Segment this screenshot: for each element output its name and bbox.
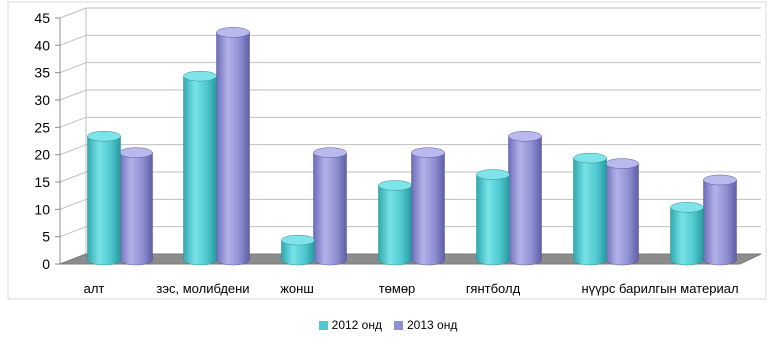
y-tick-label: 45 xyxy=(34,10,50,26)
bar-2012-cat5 xyxy=(573,157,607,266)
legend-item-2012: 2012 онд xyxy=(318,318,382,332)
y-tick-label: 15 xyxy=(34,174,50,190)
bar-2013-cat4 xyxy=(508,136,542,266)
x-tick-label: төмөр xyxy=(379,281,416,296)
legend-swatch-2013 xyxy=(394,320,403,330)
x-tick-label: зэс, молибдени xyxy=(156,281,249,296)
y-axis: 0 5 10 15 20 25 30 35 40 45 xyxy=(34,10,61,272)
bar-top-2012-cat0 xyxy=(87,131,121,142)
bar-top-2012-cat2 xyxy=(281,234,315,246)
bar-top-2012-cat5 xyxy=(573,152,607,164)
y-tick-label: 0 xyxy=(42,256,50,272)
bar-2013-cat1 xyxy=(216,32,250,266)
chart-frame xyxy=(7,1,767,300)
bar-2013-cat5 xyxy=(605,163,639,266)
bar-2012-cat0 xyxy=(87,136,121,266)
gridline-diagonal xyxy=(59,226,87,238)
bar-2013-cat3 xyxy=(411,152,445,266)
bar-top-2012-cat4 xyxy=(476,169,510,180)
y-tick-label: 10 xyxy=(34,201,50,217)
gridline-diagonal xyxy=(59,89,87,101)
gridline-diagonal xyxy=(59,34,87,46)
legend: 2012 онд 2013 онд xyxy=(0,318,776,332)
bar-top-2013-cat5 xyxy=(605,158,639,169)
bar-2013-cat6 xyxy=(703,179,737,266)
y-tick-label: 25 xyxy=(34,119,50,135)
bar-top-2013-cat4 xyxy=(508,131,542,142)
x-tick-label: жонш xyxy=(280,281,314,296)
bar-2012-cat6 xyxy=(670,207,704,266)
bar-top-2013-cat1 xyxy=(216,27,250,38)
bar-top-2013-cat0 xyxy=(119,147,153,158)
bar-top-2013-cat2 xyxy=(313,147,347,158)
x-axis-labels: алт зэс, молибдени жонш төмөр гянтболд нүүрс … xyxy=(84,281,739,296)
gridline-diagonal xyxy=(59,171,87,183)
bar-2012-cat4 xyxy=(476,174,510,266)
bar-top-2012-cat3 xyxy=(378,180,412,191)
gridline-diagonal xyxy=(59,116,87,128)
bar-top-2012-cat1 xyxy=(183,70,217,82)
gridline-diagonal xyxy=(59,144,87,156)
legend-swatch-2012 xyxy=(318,320,328,330)
gridline-diagonal xyxy=(59,7,87,19)
y-tick-label: 30 xyxy=(34,92,50,108)
bar-2013-cat2 xyxy=(313,152,347,266)
bar-2012-cat3 xyxy=(378,185,412,266)
gridline-diagonal xyxy=(59,62,87,74)
legend-label-2012: 2012 онд xyxy=(331,318,382,332)
bars xyxy=(87,27,737,266)
y-tick-label: 20 xyxy=(34,147,50,163)
gridline-diagonal xyxy=(59,198,87,210)
y-tick-label: 5 xyxy=(42,229,50,245)
bar-top-2012-cat6 xyxy=(670,202,704,213)
legend-item-2013: 2013 онд xyxy=(394,318,457,332)
bar-2012-cat1 xyxy=(183,75,217,266)
bar-top-2013-cat6 xyxy=(703,174,737,186)
x-tick-label: гянтболд xyxy=(466,281,521,296)
bar-2013-cat0 xyxy=(119,152,153,266)
x-tick-label: алт xyxy=(84,281,105,296)
legend-label-2013: 2013 онд xyxy=(407,318,458,332)
y-tick-label: 40 xyxy=(34,37,50,53)
bar-top-2013-cat3 xyxy=(411,147,445,158)
x-tick-label: нүүрс барилгын материал xyxy=(581,281,738,296)
y-tick-label: 35 xyxy=(34,65,50,81)
bar-2012-cat2 xyxy=(281,239,315,266)
